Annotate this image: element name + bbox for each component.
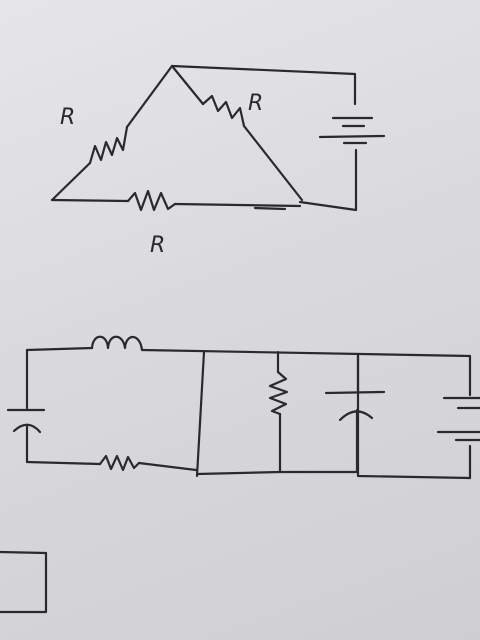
resistor-bottom	[50, 189, 302, 212]
inductor-top	[25, 335, 472, 358]
label-bottom-resistor: R	[150, 233, 165, 258]
top-circuit: R R R	[50, 64, 386, 258]
battery-top	[298, 116, 386, 212]
bottom-circuit	[6, 335, 480, 480]
capacitor-middle	[324, 352, 386, 474]
label-right-resistor: R	[248, 91, 263, 116]
wire-bottom-mid	[195, 470, 282, 476]
partial-box	[0, 550, 48, 614]
resistor-bottom-left	[25, 454, 198, 472]
resistor-left	[50, 64, 174, 202]
capacitor-left	[6, 348, 46, 464]
wire-vertical-1	[195, 350, 206, 478]
resistor-right	[170, 64, 304, 202]
resistor-vertical	[268, 350, 289, 474]
label-left-resistor: R	[60, 105, 75, 130]
wire-top	[170, 64, 357, 106]
battery-bottom	[356, 354, 480, 480]
